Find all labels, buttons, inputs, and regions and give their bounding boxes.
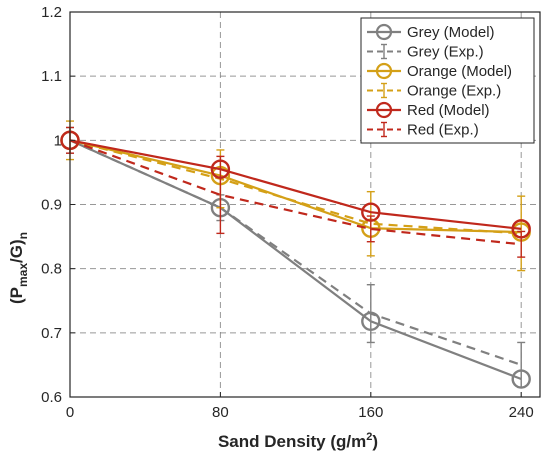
y-tick-label: 1.1 [41,68,62,85]
x-axis-title-main: Sand Density (g/m [218,432,366,451]
y-tick-label: 0.7 [41,325,62,342]
legend-box [360,17,535,144]
legend-marker [375,23,393,41]
legend-entry: Red (Exp.) [367,122,479,139]
legend-entry: Grey (Exp.) [367,44,484,61]
y-axis-title: (Pmax/G)n [7,232,30,304]
legend-entry: Orange (Exp.) [367,83,501,100]
legend-entry: Orange (Model) [367,62,512,80]
y-tick-label: 1.2 [41,4,62,21]
y-tick-label: 1 [54,132,62,149]
legend-marker [375,101,393,119]
series-line [69,139,522,230]
series-line [69,139,522,381]
x-axis-title-end: ) [372,432,378,451]
y-axis-title-mid: /G) [7,239,26,263]
data-point [511,369,531,389]
series-line [69,139,522,246]
data-point [511,219,531,239]
legend-label: Red (Model) [407,102,490,119]
y-tick-label: 0.6 [41,389,62,406]
y-tick-label: 0.9 [41,197,62,214]
legend-marker [375,62,393,80]
tick-labels: 0 80 160 240 0.6 0.7 0.8 0.9 1 1.1 1.2 [41,4,534,421]
legend-label: Orange (Exp.) [407,83,501,100]
legend: Grey (Model) Grey (Exp.) Orange (Model) Ora… [360,17,535,144]
series-layer [60,120,531,389]
y-tick-label: 0.8 [41,261,62,278]
data-point [210,159,231,179]
legend-entry: Grey (Model) [367,23,495,41]
legend-label: Red (Exp.) [407,122,479,139]
y-axis-title-sub2: n [16,232,30,239]
data-point [361,311,381,331]
y-axis-title-sub1: max [16,263,30,287]
legend-label: Grey (Exp.) [407,44,484,61]
legend-label: Grey (Model) [407,24,495,41]
x-tick-label: 0 [66,404,74,421]
x-tick-label: 80 [212,404,229,421]
y-axis-title-main: (P [7,287,26,304]
series-line [69,139,522,234]
x-tick-label: 240 [509,404,534,421]
legend-entry: Red (Model) [367,101,490,119]
x-axis-title: Sand Density (g/m2) [218,431,378,451]
data-point [361,202,381,222]
legend-label: Orange (Model) [407,63,512,80]
x-tick-label: 160 [358,404,383,421]
x-axis-title-sup: 2 [366,431,372,443]
